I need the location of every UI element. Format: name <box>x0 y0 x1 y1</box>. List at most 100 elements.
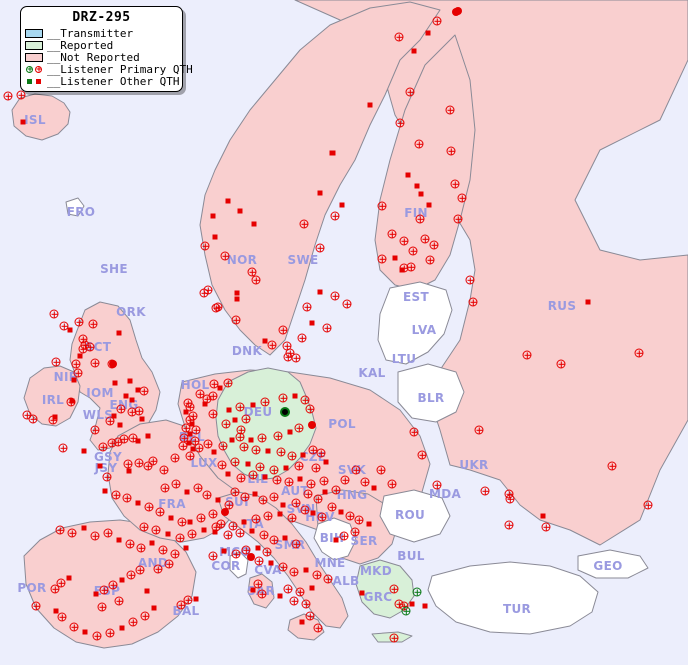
listener-primary-qth-marker <box>56 578 66 588</box>
legend-reported: __Reported <box>25 39 178 51</box>
listener-primary-qth-marker <box>260 397 270 407</box>
listener-other-qth-marker <box>144 588 150 594</box>
listener-other-qth-marker <box>268 560 274 566</box>
listener-primary-qth-marker <box>31 601 41 611</box>
legend-swatch-not-reported <box>25 52 43 62</box>
listener-primary-qth-marker <box>251 514 261 524</box>
listener-primary-qth-marker <box>191 425 201 435</box>
listener-primary-qth-marker <box>394 32 404 42</box>
listener-other-qth-marker <box>20 119 26 125</box>
listener-primary-qth-marker <box>269 535 279 545</box>
listener-primary-qth-marker <box>209 379 219 389</box>
listener-primary-qth-marker <box>102 472 112 482</box>
listener-primary-qth-marker <box>322 323 332 333</box>
listener-primary-qth-marker <box>208 409 218 419</box>
listener-other-qth-marker <box>184 489 190 495</box>
listener-other-qth-marker <box>322 489 328 495</box>
listener-other-qth-marker <box>149 540 155 546</box>
listener-primary-qth-marker <box>16 90 26 100</box>
listener-other-qth-marker <box>333 537 339 543</box>
listener-primary-qth-marker <box>401 606 411 616</box>
country-scandinavia <box>199 1 441 356</box>
listener-primary-qth-marker <box>417 450 427 460</box>
listener-primary-qth-marker <box>339 531 349 541</box>
listener-other-qth-marker <box>323 459 329 465</box>
listener-other-qth-marker <box>282 535 288 541</box>
listener-primary-qth-marker <box>319 476 329 486</box>
listener-other-qth-marker <box>189 421 195 427</box>
listener-primary-qth-marker <box>311 463 321 473</box>
listener-primary-qth-marker <box>230 487 240 497</box>
listener-other-qth-marker <box>283 465 289 471</box>
listener-other-qth-marker <box>229 437 235 443</box>
listener-primary-qth-marker <box>196 513 206 523</box>
listener-primary-qth-marker <box>251 275 261 285</box>
listener-other-qth-marker <box>234 290 240 296</box>
listener-primary-qth-marker <box>177 517 187 527</box>
listener-primary-qth-marker <box>409 427 419 437</box>
listener-primary-qth-marker <box>155 507 165 517</box>
listener-other-qth-marker <box>139 416 145 422</box>
listener-primary-qth-marker <box>300 395 310 405</box>
legend-primary-qth: __Listener Primary QTH <box>25 63 193 75</box>
listener-other-qth-marker <box>225 198 231 204</box>
listener-primary-qth-marker <box>98 442 108 452</box>
legend-swatch-reported <box>25 40 43 50</box>
listener-primary-qth-marker <box>294 461 304 471</box>
listener-primary-qth-marker <box>170 453 180 463</box>
listener-primary-qth-marker <box>105 628 115 638</box>
listener-other-qth-marker <box>265 448 271 454</box>
listener-primary-qth-marker <box>139 386 149 396</box>
listener-other-qth-marker <box>187 431 193 437</box>
listener-primary-qth-marker <box>330 211 340 221</box>
listener-primary-qth-marker <box>607 461 617 471</box>
listener-primary-qth-marker <box>99 585 109 595</box>
listener-primary-qth-marker <box>140 611 150 621</box>
listener-primary-qth-marker <box>412 587 422 597</box>
listener-other-qth-marker <box>211 449 217 455</box>
listener-other-qth-marker <box>252 491 258 497</box>
listener-primary-qth-marker <box>350 527 360 537</box>
listener-primary-qth-marker <box>202 490 212 500</box>
listener-other-qth-marker <box>217 385 223 391</box>
legend-label-other-qth: __Listener Other QTH <box>47 74 180 88</box>
listener-primary-qth-marker <box>3 91 13 101</box>
listener-primary-qth-marker <box>408 246 418 256</box>
listener-other-qth-marker <box>418 191 424 197</box>
listener-primary-qth-marker <box>276 447 286 457</box>
listener-primary-qth-marker <box>414 139 424 149</box>
primary-qth-green-icon <box>26 65 33 73</box>
listener-primary-qth-marker <box>278 325 288 335</box>
primary-qth-red-icon <box>35 65 42 73</box>
listener-primary-qth-marker <box>158 545 168 555</box>
listener-primary-qth-marker <box>376 465 386 475</box>
listener-primary-qth-marker <box>134 406 144 416</box>
listener-other-qth-marker <box>317 289 323 295</box>
listener-other-qth-marker <box>77 353 83 359</box>
listener-other-qth-marker <box>187 519 193 525</box>
listener-other-qth-marker <box>405 172 411 178</box>
listener-primary-qth-marker <box>287 513 297 523</box>
listener-primary-qth-marker <box>316 448 326 458</box>
listener-primary-qth-marker <box>305 404 315 414</box>
listener-primary-qth-marker <box>259 530 269 540</box>
listener-primary-qth-marker <box>283 584 293 594</box>
listener-other-qth-marker <box>119 625 125 631</box>
listener-primary-qth-marker <box>178 441 188 451</box>
listener-other-qth-marker <box>111 413 117 419</box>
listener-other-qth-marker <box>414 183 420 189</box>
listener-primary-qth-marker <box>377 201 387 211</box>
listener-primary-qth-marker <box>254 556 264 566</box>
listener-primary-qth-marker <box>113 437 123 447</box>
listener-primary-qth-marker <box>556 359 566 369</box>
listener-primary-qth-marker <box>66 397 76 407</box>
listener-primary-qth-marker <box>313 623 323 633</box>
listener-other-qth-marker <box>190 446 196 452</box>
other-qth-green-icon <box>27 78 32 84</box>
legend-swatch-transmitter <box>25 28 43 38</box>
listener-primary-qth-marker <box>28 414 38 424</box>
listener-primary-qth-marker <box>263 511 273 521</box>
listener-primary-qth-marker <box>136 543 146 553</box>
listener-other-qth-marker <box>123 393 129 399</box>
listener-primary-qth-marker <box>295 587 305 597</box>
